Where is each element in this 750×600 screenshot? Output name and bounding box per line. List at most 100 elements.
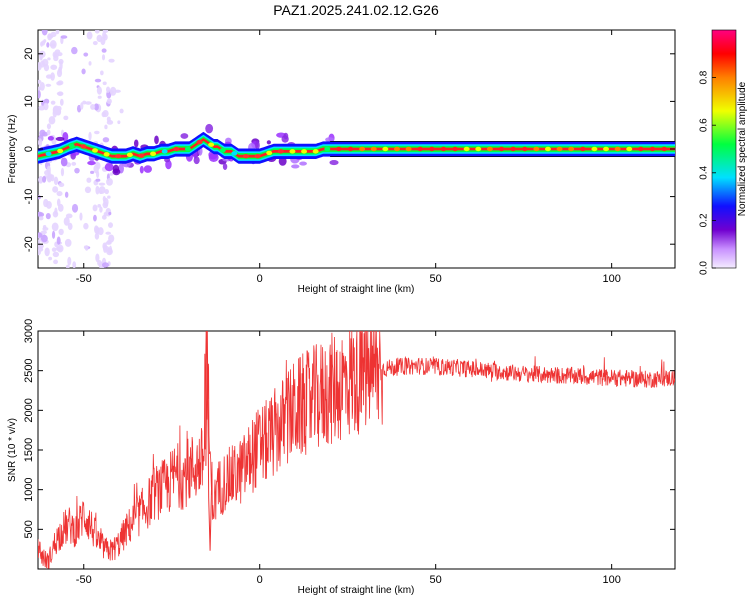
spectrogram-noise-speck	[52, 106, 58, 115]
snr-y-tick-label: 2000	[23, 398, 35, 422]
spectrogram-noise-speck	[102, 81, 107, 86]
colorbar-tick-label: 0.2	[699, 213, 710, 227]
snr-x-tick-label: -50	[76, 574, 92, 586]
spectrogram-ridge-bead	[417, 146, 424, 152]
spectrogram-noise-speck	[107, 195, 111, 199]
spectrogram-ridge-bead	[521, 146, 528, 152]
spectrogram-blob	[133, 139, 139, 148]
spectrogram-noise-speck	[109, 172, 114, 176]
spectrogram-noise-speck	[83, 52, 89, 57]
spectrogram-plot-area	[38, 30, 675, 268]
snr-x-tick-label: 100	[602, 574, 620, 586]
colorbar-gradient	[711, 29, 737, 269]
spectrogram-noise-speck	[39, 53, 43, 61]
spectrogram-ridge-bead	[603, 146, 610, 152]
spectrogram-noise-speck	[106, 98, 112, 104]
spectrogram-ridge-bead	[126, 152, 133, 158]
spectrogram-noise-speck	[95, 253, 100, 263]
spectrogram-ridge-bead	[626, 146, 633, 152]
spectrogram-y-tick-label: 10	[23, 95, 35, 107]
spectrogram-noise-speck	[83, 222, 89, 230]
spectrogram-noise-speck	[48, 256, 53, 261]
spectrogram-noise-speck	[108, 222, 114, 229]
spectrogram-noise-speck	[102, 201, 109, 209]
spectrogram-ridge-bead	[231, 151, 238, 156]
spectrogram-noise-speck	[56, 191, 63, 197]
spectrogram-ridge-bead	[57, 148, 64, 154]
spectrogram-noise-speck	[81, 68, 86, 75]
spectrogram-blob	[281, 135, 289, 143]
spectrogram-blob	[205, 123, 214, 134]
spectrogram-noise-speck	[53, 176, 59, 186]
spectrogram-noise-speck	[86, 31, 93, 40]
spectrogram-noise-speck	[57, 203, 64, 212]
spectrogram-ridge-bead	[347, 146, 354, 152]
spectrogram-noise-speck	[40, 234, 48, 243]
spectrogram-noise-speck	[38, 175, 44, 184]
spectrogram-noise-speck	[38, 249, 41, 256]
colorbar-tick-label: 0.6	[699, 118, 710, 132]
colorbar-ticks: 0.0 0.2 0.4 0.6 0.8	[699, 70, 716, 275]
snr-x-tick-label: 0	[257, 574, 263, 586]
spectrogram-noise-speck	[52, 186, 59, 193]
spectrogram-ridge-bead	[219, 147, 226, 153]
spectrogram-noise-speck	[80, 102, 84, 110]
spectrogram-noise-speck	[83, 245, 88, 250]
colorbar-tick-label: 0.4	[699, 165, 710, 179]
spectrogram-noise-speck	[38, 195, 42, 200]
spectrogram-noise-speck	[60, 35, 68, 39]
spectrogram-noise-speck	[84, 186, 92, 194]
spectrogram-noise-speck	[106, 116, 111, 122]
snr-series-line	[38, 331, 675, 569]
spectrogram-ridge-bead	[68, 143, 75, 149]
spectrogram-noise-speck	[103, 33, 108, 41]
spectrogram-noise-speck	[42, 225, 47, 229]
spectrogram-noise-speck	[63, 217, 70, 226]
spectrogram-noise-speck	[88, 61, 92, 66]
spectrogram-noise-speck	[92, 40, 98, 46]
spectrogram-ridge-bead	[115, 153, 122, 159]
spectrogram-noise-speck	[51, 247, 57, 252]
spectrogram-ridge-bead	[370, 146, 377, 152]
snr-x-tick-label: 50	[430, 574, 442, 586]
spectrogram-noise-speck	[86, 177, 92, 183]
spectrogram-ridge-bead	[359, 146, 366, 152]
spectrogram-noise-speck	[48, 116, 56, 125]
spectrogram-noise-speck	[38, 138, 43, 147]
spectrogram-ridge-bead	[510, 146, 517, 152]
spectrogram-noise-speck	[97, 95, 102, 99]
spectrogram-noise-speck	[84, 101, 92, 105]
spectrogram-noise-speck	[71, 203, 79, 213]
spectrogram-blob	[299, 161, 307, 166]
spectrogram-ridge-bead	[544, 146, 551, 152]
spectrogram-ridge-bead	[242, 153, 249, 159]
spectrogram-ridge-bead	[579, 146, 586, 152]
spectrogram-ridge-bead	[649, 146, 656, 152]
spectrogram-noise-speck	[44, 247, 50, 257]
spectrogram-ridge-bead	[92, 148, 99, 153]
spectrogram-noise-speck	[104, 124, 108, 130]
spectrogram-noise-speck	[59, 61, 63, 71]
spectrogram-noise-speck	[94, 232, 100, 240]
spectrogram-noise-speck	[102, 195, 106, 203]
spectrogram-axes: -50 0 50 100 -20 -10 0 10 20	[23, 30, 675, 285]
spectrogram-noise-speck	[101, 54, 106, 61]
snr-y-tick-label: 1500	[23, 438, 35, 462]
spectrogram-noise-speck	[104, 189, 109, 195]
snr-panel: -50 0 50 100 500 1000 1500 2000 2500 3000 Height …	[7, 319, 676, 596]
spectrogram-noise-speck	[92, 204, 98, 212]
spectrogram-noise-speck	[56, 236, 61, 245]
spectrogram-noise-speck	[46, 129, 51, 136]
spectrogram-blob	[154, 135, 159, 145]
spectrogram-noise-speck	[98, 182, 106, 186]
spectrogram-noise-speck	[38, 79, 42, 84]
spectrogram-x-label: Height of straight line (km)	[298, 284, 415, 295]
colorbar-label: Normalized spectral amplitude	[737, 81, 748, 216]
spectrogram-x-tick-label: 50	[430, 273, 442, 285]
spectrogram-noise-speck	[59, 98, 64, 106]
spectrogram-noise-speck	[38, 105, 46, 111]
spectrogram-ridge-bead	[161, 149, 168, 154]
spectrogram-noise-speck	[47, 57, 51, 61]
spectrogram-noise-speck	[71, 46, 78, 55]
spectrogram-noise-speck	[71, 161, 77, 166]
